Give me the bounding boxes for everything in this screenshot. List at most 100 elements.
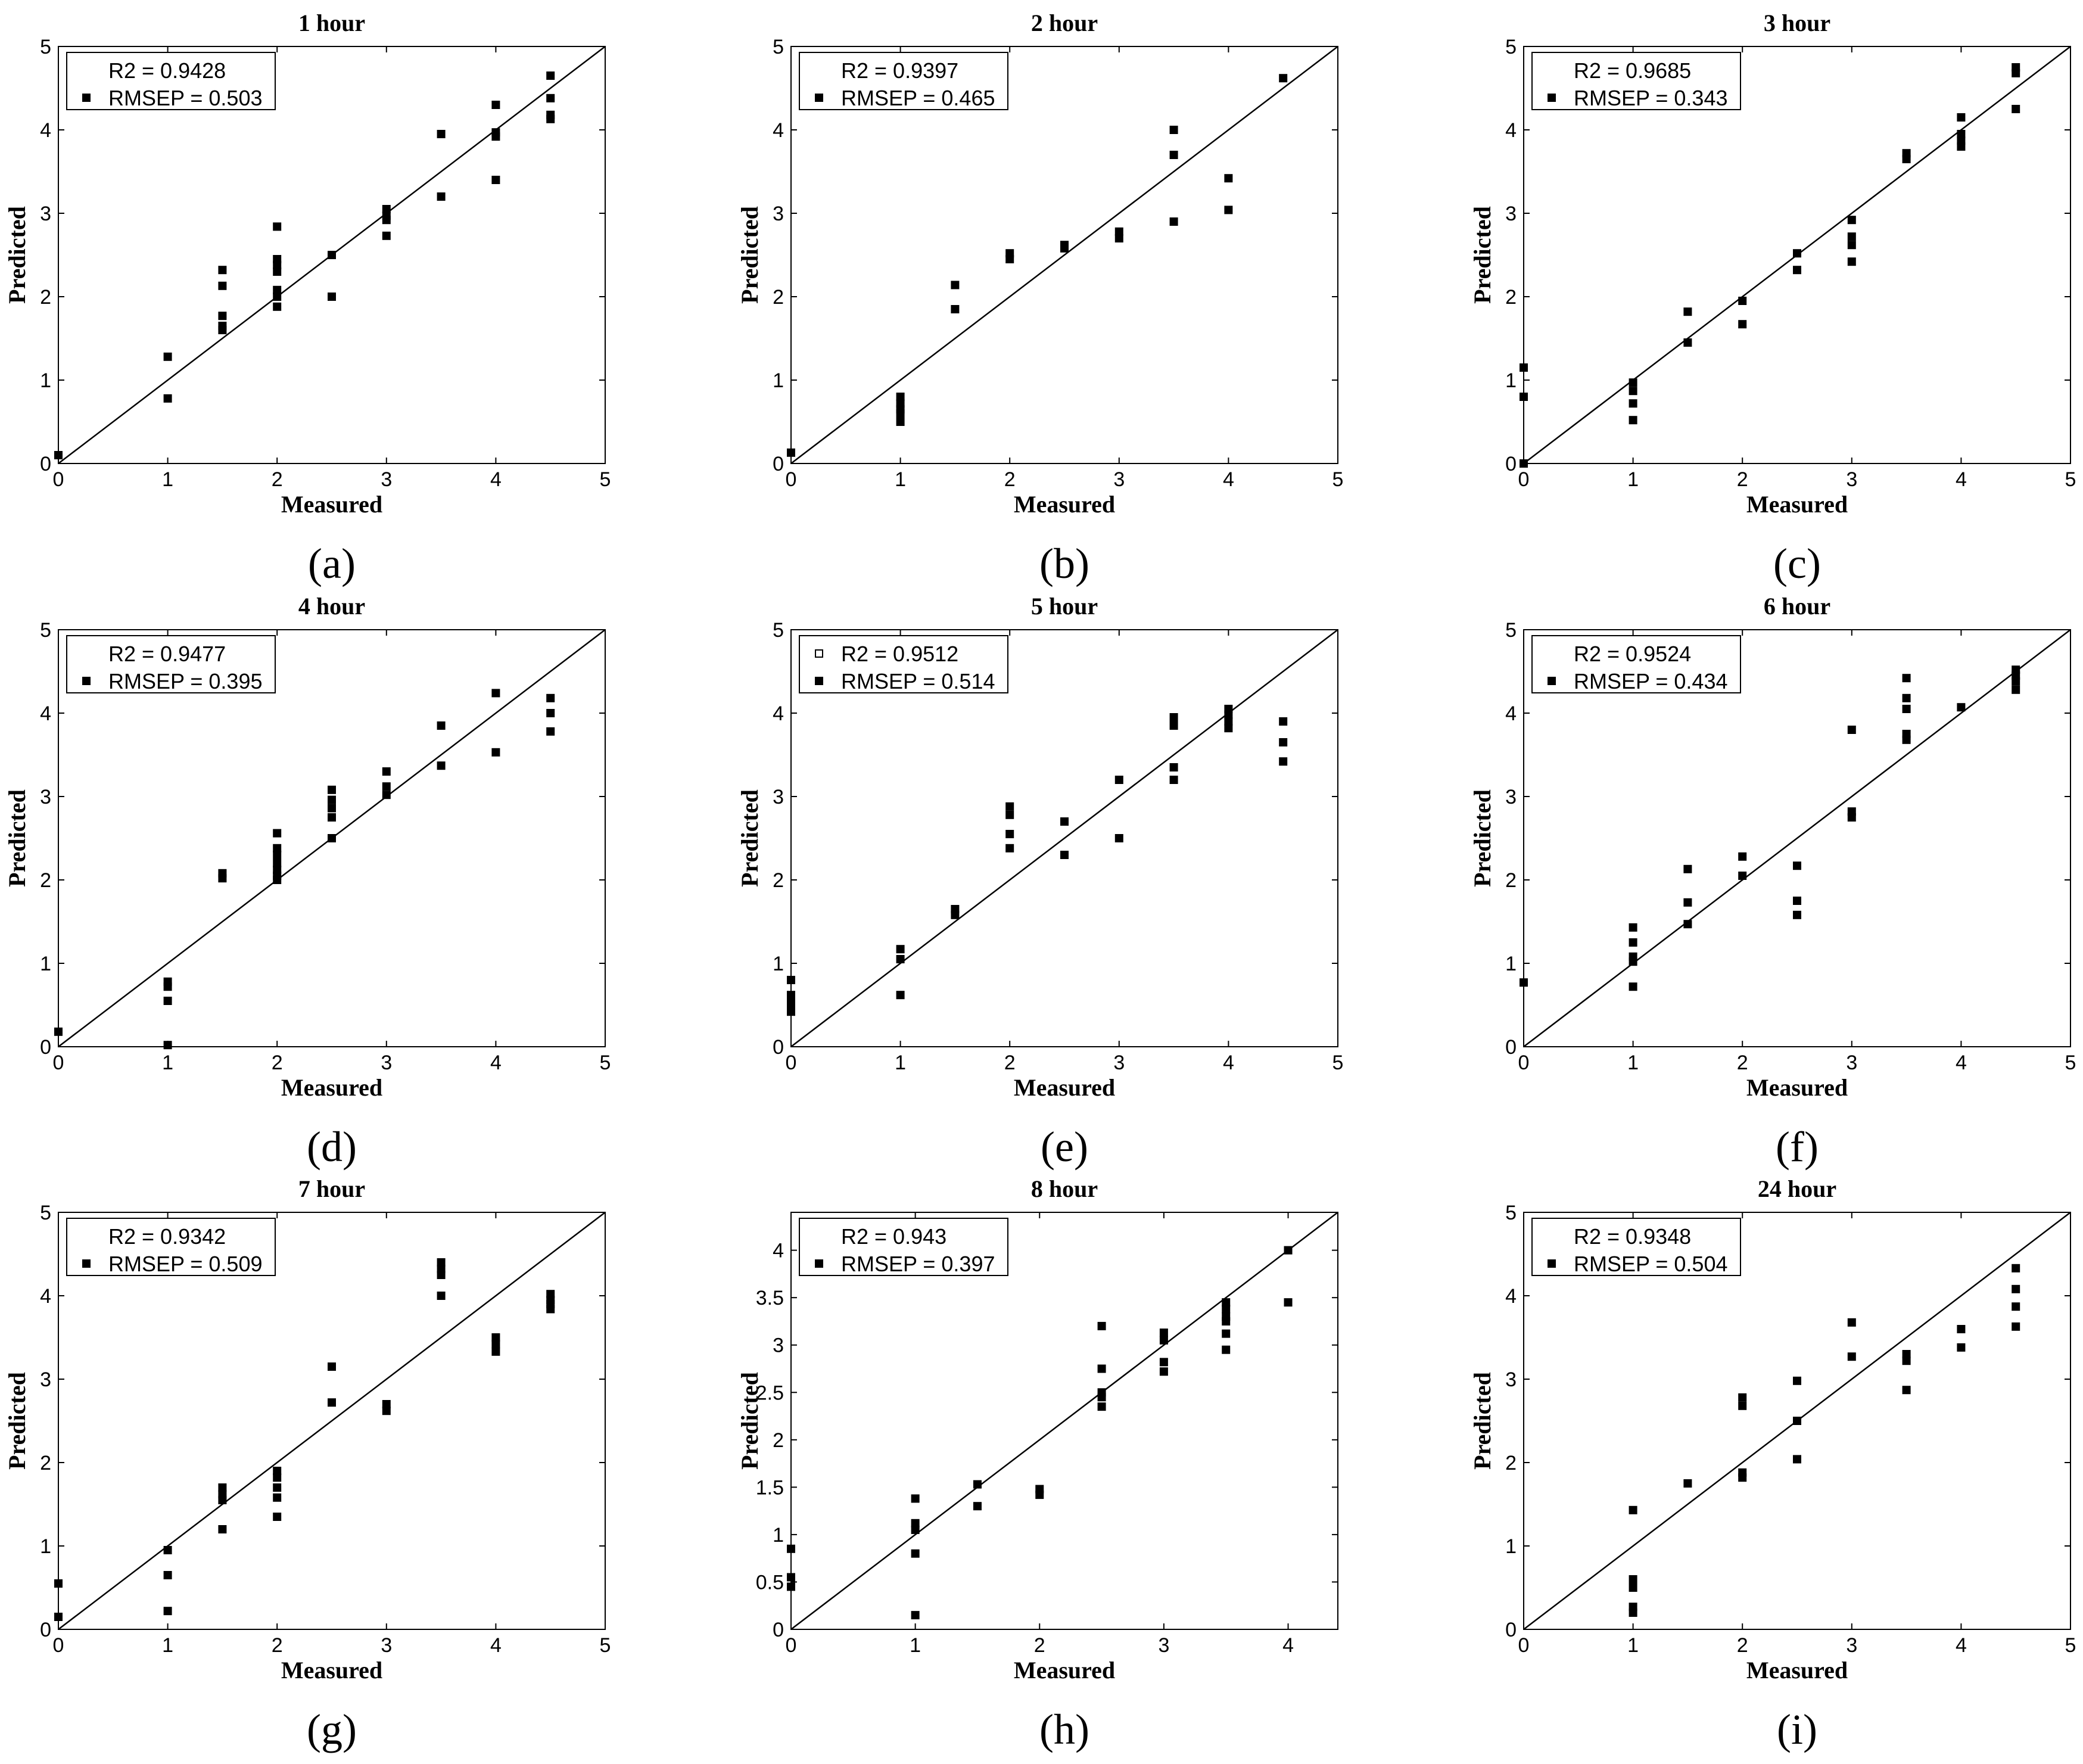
data-point [1683, 898, 1692, 907]
panel-letter: (g) [307, 1706, 357, 1753]
y-tick-label: 5 [40, 619, 51, 642]
legend-box [1531, 52, 1741, 110]
y-tick-label: 5 [1505, 36, 1517, 58]
data-point [546, 709, 555, 717]
data-point [1847, 813, 1856, 822]
data-point [1793, 1376, 1801, 1385]
data-point [1520, 459, 1528, 468]
panel-letter: (b) [1039, 540, 1089, 587]
data-point [546, 693, 555, 702]
data-point [218, 1525, 227, 1533]
data-point [382, 216, 391, 225]
legend-box [66, 52, 276, 110]
data-point [1222, 1329, 1231, 1338]
data-point [437, 761, 446, 770]
y-tick-label: 5 [773, 36, 784, 58]
legend-entry: R2 = 0.9512 [841, 642, 958, 666]
data-point [1902, 735, 1911, 744]
data-point [382, 231, 391, 240]
data-point [1629, 957, 1637, 966]
y-tick-label: 1 [1505, 369, 1517, 392]
x-tick-label: 3 [1113, 468, 1125, 491]
y-axis-label: Predicted [4, 1372, 30, 1470]
reference-line [790, 629, 1338, 1047]
data-point [273, 260, 282, 269]
y-tick-label: 3 [40, 786, 51, 808]
data-point [787, 976, 795, 984]
data-point [1957, 130, 1966, 138]
data-point [1629, 938, 1637, 947]
legend-entry: RMSEP = 0.503 [108, 86, 263, 110]
y-tick-label: 5 [773, 619, 784, 642]
data-point [1793, 1417, 1801, 1425]
data-point [1902, 1350, 1911, 1358]
data-point [437, 192, 446, 201]
data-point [2012, 1322, 2020, 1331]
panel-title: 2 hour [1031, 10, 1098, 36]
x-tick-label: 4 [490, 1051, 502, 1074]
data-point [1902, 155, 1911, 163]
data-point [491, 1340, 500, 1349]
data-point [1738, 1393, 1747, 1402]
y-tick-label: 1 [40, 1535, 51, 1558]
data-point [546, 1305, 555, 1314]
data-point [1957, 113, 1966, 122]
data-point [382, 1407, 391, 1415]
y-tick-label: 3 [1505, 1368, 1517, 1391]
panel-title: 24 hour [1758, 1175, 1836, 1202]
y-tick-label: 0 [40, 1619, 51, 1641]
data-point [546, 727, 555, 736]
data-point [1279, 757, 1288, 766]
data-point [1629, 1505, 1637, 1514]
data-point [1169, 721, 1178, 730]
reference-line [1523, 629, 2071, 1047]
legend-entry: RMSEP = 0.504 [1574, 1252, 1728, 1276]
y-tick-label: 2 [773, 1429, 784, 1452]
data-point [1847, 257, 1856, 266]
panel-letter: (c) [1773, 540, 1821, 587]
legend-entry: R2 = 0.9524 [1574, 642, 1691, 666]
legend-marker [815, 649, 823, 658]
legend-entry: R2 = 0.9428 [108, 58, 226, 83]
x-axis-label: Measured [1746, 1657, 1848, 1684]
y-tick-label: 3 [773, 1334, 784, 1357]
data-point [1005, 830, 1014, 838]
scatter-panel: 4 hour 0 1 2 3 4 5 0 1 2 3 4 5 Measured Predicted (d) R2… [4, 593, 611, 1171]
panel-letter: (e) [1041, 1123, 1088, 1171]
data-point [1629, 923, 1637, 932]
data-point [1159, 1329, 1168, 1337]
data-point [163, 394, 172, 403]
panel-title: 8 hour [1031, 1175, 1098, 1202]
data-point [273, 851, 282, 859]
y-tick-label: 0 [1505, 453, 1517, 475]
legend-marker [1548, 1259, 1556, 1268]
data-point [1957, 1343, 1966, 1352]
data-point [382, 791, 391, 799]
data-point [328, 785, 336, 794]
data-point [1683, 920, 1692, 929]
y-tick-label: 2 [773, 286, 784, 309]
x-tick-label: 2 [272, 468, 283, 491]
data-point [1159, 1336, 1168, 1345]
y-tick-label: 4 [773, 702, 784, 725]
y-axis-label: Predicted [4, 789, 30, 887]
legend-box [66, 635, 276, 693]
data-point [951, 281, 960, 290]
x-tick-label: 3 [1113, 1051, 1125, 1074]
y-tick-label: 0 [773, 453, 784, 475]
y-tick-label: 5 [40, 36, 51, 58]
data-point [1629, 1575, 1637, 1583]
data-point [2012, 1284, 2020, 1293]
data-point [273, 1513, 282, 1521]
data-point [273, 1473, 282, 1482]
y-tick-label: 0 [773, 1036, 784, 1059]
data-point [382, 782, 391, 791]
data-point [1902, 705, 1911, 713]
data-point [1629, 982, 1637, 991]
scatter-panel: 7 hour 0 1 2 3 4 5 0 1 2 3 4 5 Measured Predicted (g) R2… [4, 1175, 611, 1753]
y-tick-label: 0 [773, 1619, 784, 1641]
legend-box [799, 1218, 1008, 1276]
x-tick-label: 4 [1282, 1634, 1294, 1657]
data-point [1224, 174, 1233, 183]
